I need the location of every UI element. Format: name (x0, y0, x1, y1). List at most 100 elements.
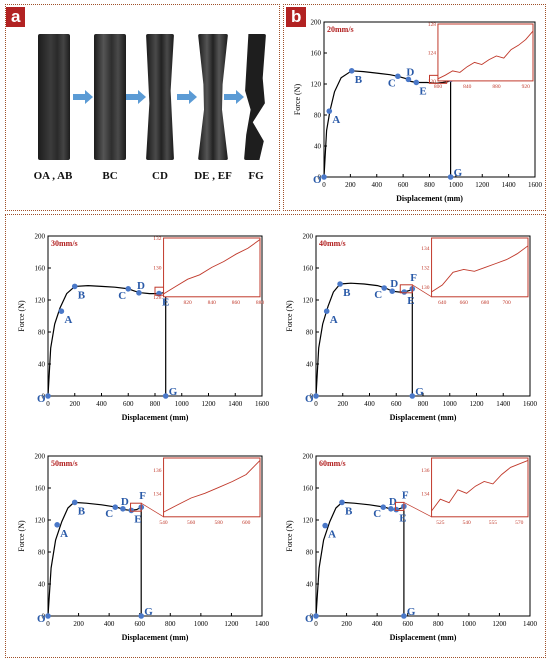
inset-y-tick-label: 128 (428, 22, 437, 28)
y-tick-label: 0 (42, 613, 46, 621)
y-tick-label: 160 (303, 485, 314, 493)
stage-point-label: C (388, 77, 396, 89)
stage-point (409, 393, 416, 399)
y-tick-label: 0 (42, 393, 46, 401)
inset-curve (163, 460, 261, 513)
zoom-box (394, 501, 405, 511)
stage-label-2: BC (102, 170, 118, 182)
x-tick-label: 1000 (443, 400, 458, 408)
x-tick-label: 400 (372, 181, 383, 189)
y-tick-label: 160 (35, 265, 46, 273)
inset-x-tick-label: 880 (256, 300, 265, 306)
stage-point-label: D (137, 280, 145, 292)
x-tick-label: 1200 (202, 400, 217, 408)
inset-y-tick-label: 132 (421, 265, 430, 271)
y-tick-label: 160 (311, 50, 322, 58)
x-tick-label: 200 (338, 400, 349, 408)
x-tick-label: 600 (398, 181, 409, 189)
inset-x-tick-label: 840 (208, 300, 217, 306)
specimen-strip-5 (244, 34, 266, 160)
stage-point (162, 393, 169, 399)
stage-point-label: E (134, 513, 141, 525)
inset-y-tick-label: 134 (153, 491, 162, 497)
stage-point-label: C (373, 508, 381, 520)
stage-point (112, 504, 119, 510)
x-axis-label: Displacement (mm) (122, 413, 189, 422)
arrow-icon (73, 90, 93, 104)
y-tick-label: 120 (35, 297, 46, 305)
y-axis-label: Force (N) (285, 520, 294, 552)
x-tick-label: 0 (46, 620, 50, 628)
inset-y-tick-label: 134 (421, 246, 430, 252)
x-tick-label: 1400 (523, 620, 538, 628)
zoom-box (399, 284, 413, 294)
x-tick-label: 0 (322, 181, 326, 189)
inset-x-tick-label: 680 (481, 300, 490, 306)
stage-point-label: G (415, 386, 424, 398)
stage-point (45, 613, 51, 619)
x-tick-label: 200 (345, 181, 356, 189)
y-tick-label: 80 (306, 329, 314, 337)
specimen-strip-3 (146, 34, 174, 160)
inset-x-tick-label: 700 (502, 300, 511, 306)
stage-point (322, 522, 328, 529)
stage-point-label: F (410, 272, 417, 284)
stage-point (313, 393, 319, 399)
x-tick-label: 1200 (224, 620, 239, 628)
speed-label: 20mm/s (327, 25, 354, 34)
plot-frame (315, 455, 531, 617)
stage-point-label: F (139, 490, 146, 502)
y-tick-label: 120 (35, 517, 46, 525)
stage-point-label: C (105, 508, 113, 520)
inset-curve (431, 245, 529, 293)
x-tick-label: 800 (418, 400, 429, 408)
speed-label: 40mm/s (319, 239, 346, 248)
x-tick-label: 800 (150, 400, 161, 408)
y-tick-label: 200 (35, 453, 46, 461)
stage-point-label: O (313, 174, 322, 186)
panel-b-border (283, 4, 546, 211)
y-tick-label: 0 (310, 393, 314, 401)
inset-frame (437, 23, 534, 82)
zoom-connector (412, 284, 432, 298)
y-tick-label: 80 (314, 112, 322, 120)
stage-point (313, 613, 319, 619)
chart-20mms: 0 200 400 600 800 1000 1200 1400 1600 0 40 80 120 160… (290, 14, 545, 209)
x-tick-label: 1000 (194, 620, 209, 628)
chart-50mms: 0 200 400 600 800 1000 1200 1400 0 40 80 120 160 200 D… (14, 448, 272, 648)
x-tick-label: 400 (104, 620, 115, 628)
stage-point-label: A (330, 314, 338, 326)
x-tick-label: 400 (96, 400, 107, 408)
x-axis-label: Displacement (mm) (390, 413, 457, 422)
stage-point (321, 174, 327, 180)
x-tick-label: 1400 (502, 181, 517, 189)
y-tick-label: 40 (314, 143, 322, 151)
arrow-icon (224, 90, 244, 104)
x-tick-label: 1000 (449, 181, 464, 189)
stage-point-label: B (78, 289, 86, 301)
x-tick-label: 600 (402, 620, 413, 628)
inset-x-tick-label: 555 (489, 520, 498, 526)
inset-x-tick-label: 540 (463, 520, 472, 526)
stage-point (348, 68, 355, 74)
stage-point (58, 308, 65, 314)
arrow-icon (177, 90, 197, 104)
inset-y-tick-label: 132 (153, 236, 162, 242)
stage-point (401, 289, 408, 295)
x-tick-label: 1000 (175, 400, 190, 408)
x-tick-label: 0 (314, 400, 318, 408)
stage-point-label: B (345, 505, 353, 517)
stage-point (128, 507, 135, 514)
stage-point-label: G (144, 606, 153, 618)
inset-x-tick-label: 525 (436, 520, 445, 526)
x-tick-label: 400 (372, 620, 383, 628)
stage-point (413, 79, 420, 86)
inset-x-tick-label: 880 (492, 84, 501, 90)
inset-frame (163, 457, 261, 518)
x-axis-label: Displacement (mm) (122, 633, 189, 642)
stage-point-label: D (406, 66, 414, 78)
x-tick-label: 1600 (523, 400, 538, 408)
inset-y-tick-label: 128 (153, 295, 162, 301)
stage-point (120, 506, 126, 512)
stage-point (395, 73, 401, 80)
